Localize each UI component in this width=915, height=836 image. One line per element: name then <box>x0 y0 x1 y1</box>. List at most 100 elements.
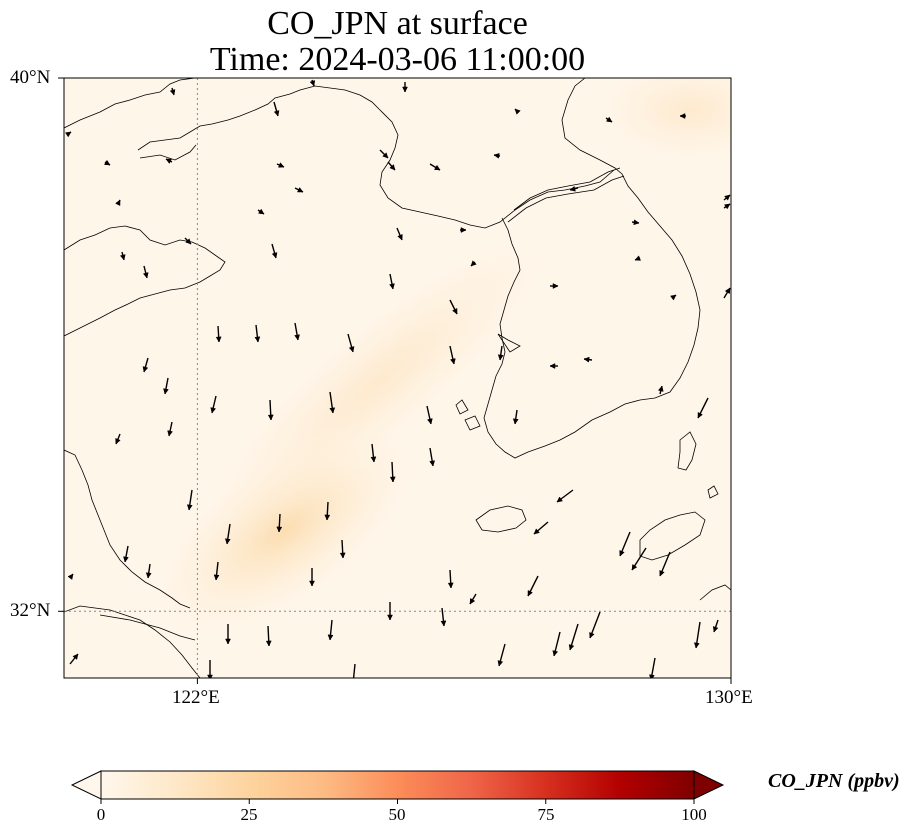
wind-arrow-head <box>297 187 304 193</box>
lat-tick-label: 32°N <box>10 600 51 621</box>
colorbar-tick-label: 100 <box>681 805 707 824</box>
wind-arrow-head <box>186 504 193 511</box>
wind-arrow-head <box>389 164 396 171</box>
wind-arrow-head <box>631 564 638 571</box>
wind-arrow-head <box>67 573 74 580</box>
wind-arrow-head <box>670 294 677 301</box>
colorbar-tick-label: 25 <box>240 805 258 824</box>
wind-arrow-head <box>429 460 436 467</box>
wind-arrow-head <box>278 162 285 168</box>
wind-arrow-head <box>225 638 231 645</box>
wind-arrow-head <box>497 660 504 667</box>
wind-arrow-head <box>452 308 458 315</box>
lat-tick-label: 40°N <box>10 67 51 88</box>
wind-arrow-head <box>169 89 176 96</box>
lon-tick-label: 122°E <box>172 687 220 708</box>
wind-arrow-head <box>165 158 172 164</box>
wind-arrow-head <box>339 552 346 559</box>
wind-arrow-head <box>527 590 533 597</box>
lon-tick-label: 130°E <box>705 687 753 708</box>
wind-arrow-head <box>434 164 441 171</box>
wind-arrow-head <box>309 80 316 87</box>
map-time: Time: 2024-03-06 11:00:00 <box>209 41 586 78</box>
colorbar-tick-label: 0 <box>96 805 106 824</box>
wind-arrow-head <box>427 418 433 425</box>
colorbar-tick-label: 75 <box>537 805 555 824</box>
colorbar-gradient <box>100 770 695 800</box>
wind-arrow-head <box>568 644 575 651</box>
map-panel <box>64 78 731 684</box>
wind-arrow-head <box>712 626 719 633</box>
wind-arrow-head <box>273 110 280 117</box>
wind-arrow-head <box>440 620 447 627</box>
colorbar-tick-label: 50 <box>388 805 406 824</box>
wind-arrow-head <box>569 185 576 192</box>
wind-arrow-head <box>583 356 590 363</box>
wind-arrow-head <box>402 86 408 93</box>
wind-arrow-head <box>276 526 283 533</box>
wind-arrow-head <box>724 203 731 210</box>
axis-ticks <box>58 77 732 684</box>
wind-arrow-head <box>633 219 640 226</box>
wind-arrow-head <box>213 574 220 581</box>
wind-arrow-head <box>606 116 613 123</box>
wind-arrow-head <box>469 598 476 605</box>
wind-arrow-head <box>549 363 556 369</box>
wind-arrow-head <box>185 238 192 245</box>
wind-arrow-head <box>724 194 731 201</box>
gridlines <box>64 78 731 678</box>
wind-arrow-head <box>265 640 272 647</box>
wind-arrow-head <box>450 358 456 365</box>
wind-arrow-head <box>145 572 152 579</box>
wind-arrow-head <box>142 272 149 279</box>
map-title: CO_JPN at surface <box>267 5 528 42</box>
wind-arrow-head <box>294 334 300 341</box>
wind-arrow-head <box>327 634 334 641</box>
wind-arrow-head <box>447 582 454 589</box>
wind-arrow-head <box>619 550 625 557</box>
wind-arrow-head <box>693 642 700 649</box>
wind-arrow-head <box>460 227 467 233</box>
wind-arrow-head <box>659 570 665 577</box>
wind-arrow-head <box>397 234 403 241</box>
wind-arrow-head <box>382 152 389 159</box>
wind-arrow-head <box>370 456 377 463</box>
wind-arrow-head <box>258 208 265 215</box>
colorbar-label: CO_JPN (ppbv) <box>768 770 900 792</box>
wind-arrow-head <box>589 632 595 639</box>
wind-arrow-head <box>210 407 217 414</box>
wind-arrow-head <box>724 287 731 294</box>
wind-arrow-head <box>556 496 563 503</box>
wind-arrow-head <box>679 113 686 119</box>
wind-arrow-head <box>224 538 231 545</box>
wind-arrow-head <box>497 354 504 361</box>
wind-arrow-head <box>552 283 559 289</box>
wind-arrow-head <box>552 650 559 657</box>
wind-arrow-head <box>309 580 315 587</box>
wind-arrow-head <box>104 159 111 166</box>
wind-arrow-head <box>167 430 173 437</box>
wind-arrow-head <box>634 255 641 261</box>
colorbar-extend-high <box>693 770 725 800</box>
wind-arrow-head <box>271 252 278 259</box>
wind-arrow-head <box>533 528 540 535</box>
wind-arrow-head <box>512 418 519 425</box>
wind-arrow-head <box>267 414 274 421</box>
wind-arrow-head <box>470 260 477 267</box>
wind-arrow-head <box>657 385 664 392</box>
wind-arrow-head <box>163 388 169 395</box>
wind-arrow-head <box>142 366 149 373</box>
colorbar-extend-low <box>70 770 102 800</box>
concentration-plume <box>215 238 545 522</box>
wind-arrow-head <box>348 346 355 353</box>
wind-arrow-head <box>351 679 356 684</box>
wind-arrow-head <box>324 514 331 521</box>
concentration-plume <box>155 426 415 634</box>
wind-arrow-head <box>493 152 500 159</box>
wind-arrow-head <box>254 336 261 343</box>
wind-arrow-head <box>389 283 395 290</box>
map-frame <box>63 77 732 679</box>
wind-arrow-head <box>123 556 129 563</box>
wind-arrow-head <box>115 199 121 206</box>
